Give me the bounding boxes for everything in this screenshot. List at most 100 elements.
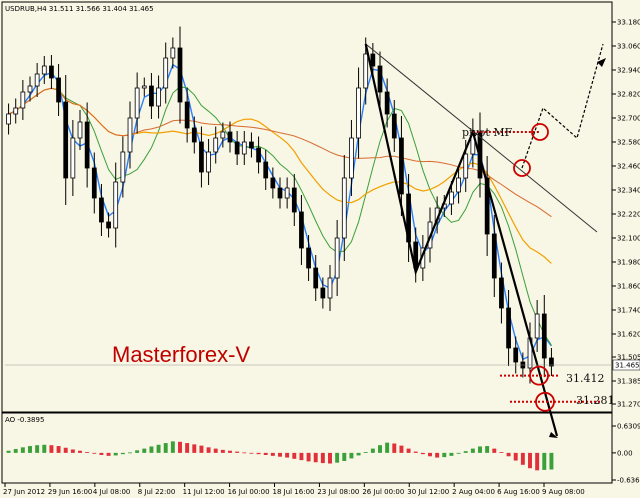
ao-bar [520,452,525,465]
level-1-label: 31.412 [566,372,605,385]
ao-bar [492,448,497,453]
ao-bar [192,444,197,453]
candle-body [491,233,497,279]
ao-bar [392,443,397,453]
ao-bar [156,444,161,453]
candle-body [70,137,76,179]
ao-bar [235,451,240,453]
ao-bar [385,442,390,453]
price-tick-label: 31.860 [617,283,640,291]
candle-body [356,87,361,139]
candle-body [199,141,204,173]
candle-body [291,187,297,213]
candle-body [320,287,326,299]
forecast-path [521,43,604,169]
candle-body [456,177,461,193]
trendlines [364,43,606,438]
ao-bar [78,450,82,453]
ao-bar [313,452,318,463]
candle-body [91,167,97,199]
pivot-label: pivot MF [462,126,513,139]
ao-bar [28,446,32,453]
price-tick-label: 31.385 [617,378,640,386]
ao-bar [63,447,68,453]
ao-bar [513,452,518,461]
time-tick-label: 6 Aug 16:00 [497,488,540,496]
price-tick-label: 32.940 [617,67,640,75]
candle-body [306,247,311,269]
ao-bar [106,452,111,456]
ao-bar [456,452,461,454]
candle-body [499,277,504,309]
candle-body [141,85,147,89]
candle-body [234,141,240,155]
ao-bar [363,452,368,453]
ao-tick-label: -0.6369 [617,477,640,485]
candle-body [506,307,511,349]
indicator-plot-frame [1,412,613,484]
ao-tick-label: 0.00 [617,449,633,457]
ao-bar [320,452,325,464]
candle-body [206,151,211,173]
time-tick-label: 11 Jul 12:00 [183,488,225,496]
ao-bar [249,452,254,454]
time-tick-label: 9 Aug 08:00 [542,488,585,496]
candle-body [370,53,376,67]
price-tick-label: 33.180 [617,19,640,27]
candle-body [249,141,254,149]
ao-bar [185,443,190,453]
candle-body [149,85,154,107]
candle-body [327,277,333,299]
level-2-label: 31.281 [576,394,615,407]
candle-body [263,161,269,179]
ao-bar [149,446,154,453]
price-tick-label: 32.340 [617,187,640,195]
candle-body [113,181,119,229]
ao-bar [342,452,347,461]
ao-bar [485,446,490,453]
ao-bar [228,450,232,453]
ao-bar [528,452,532,469]
ao-bar [142,448,147,453]
ao-bar [328,452,332,464]
price-tick-label: 31.980 [617,259,640,267]
ao-bar [42,444,47,453]
candle-body [220,131,226,139]
candle-body [213,137,219,153]
ao-bar [213,448,218,453]
time-tick-label: 16 Jul 00:00 [228,488,270,496]
time-tick-label: 8 Jul 22:00 [138,488,176,496]
ao-bar [542,452,547,470]
down-arrowhead [549,432,558,438]
ao-bar [135,450,140,453]
ao-bar [370,448,375,453]
ao-bar [478,446,482,453]
time-tick-label: 23 Jul 08:00 [317,488,359,496]
candle-body [313,267,319,289]
symbol-header: USDRUB,H4 31.511 31.566 31.404 31.465 [5,5,154,13]
candle-body [134,87,140,119]
ao-label: AO -0.3895 [5,416,44,424]
candle-body [127,117,133,153]
price-tick-label: 31.620 [617,331,640,339]
ao-bar [242,452,247,454]
ao-bar [549,452,554,470]
ao-bar [420,452,425,455]
candle-body [463,153,469,179]
candle-body [270,177,276,189]
candle-body [363,53,369,89]
wave-pattern-line [364,43,559,437]
candle-body [84,121,90,169]
ao-bar [178,441,182,453]
time-tick-label: 26 Jul 00:00 [362,488,404,496]
ao-bar [113,452,118,456]
candle-body [334,237,340,279]
candle-body [299,211,304,249]
ao-bar [399,445,404,453]
candle-body [399,137,404,195]
candle-body [256,147,261,163]
time-tick-label: 27 Jun 2012 [3,488,45,496]
candle-body [241,141,247,155]
candle-body [63,101,69,179]
